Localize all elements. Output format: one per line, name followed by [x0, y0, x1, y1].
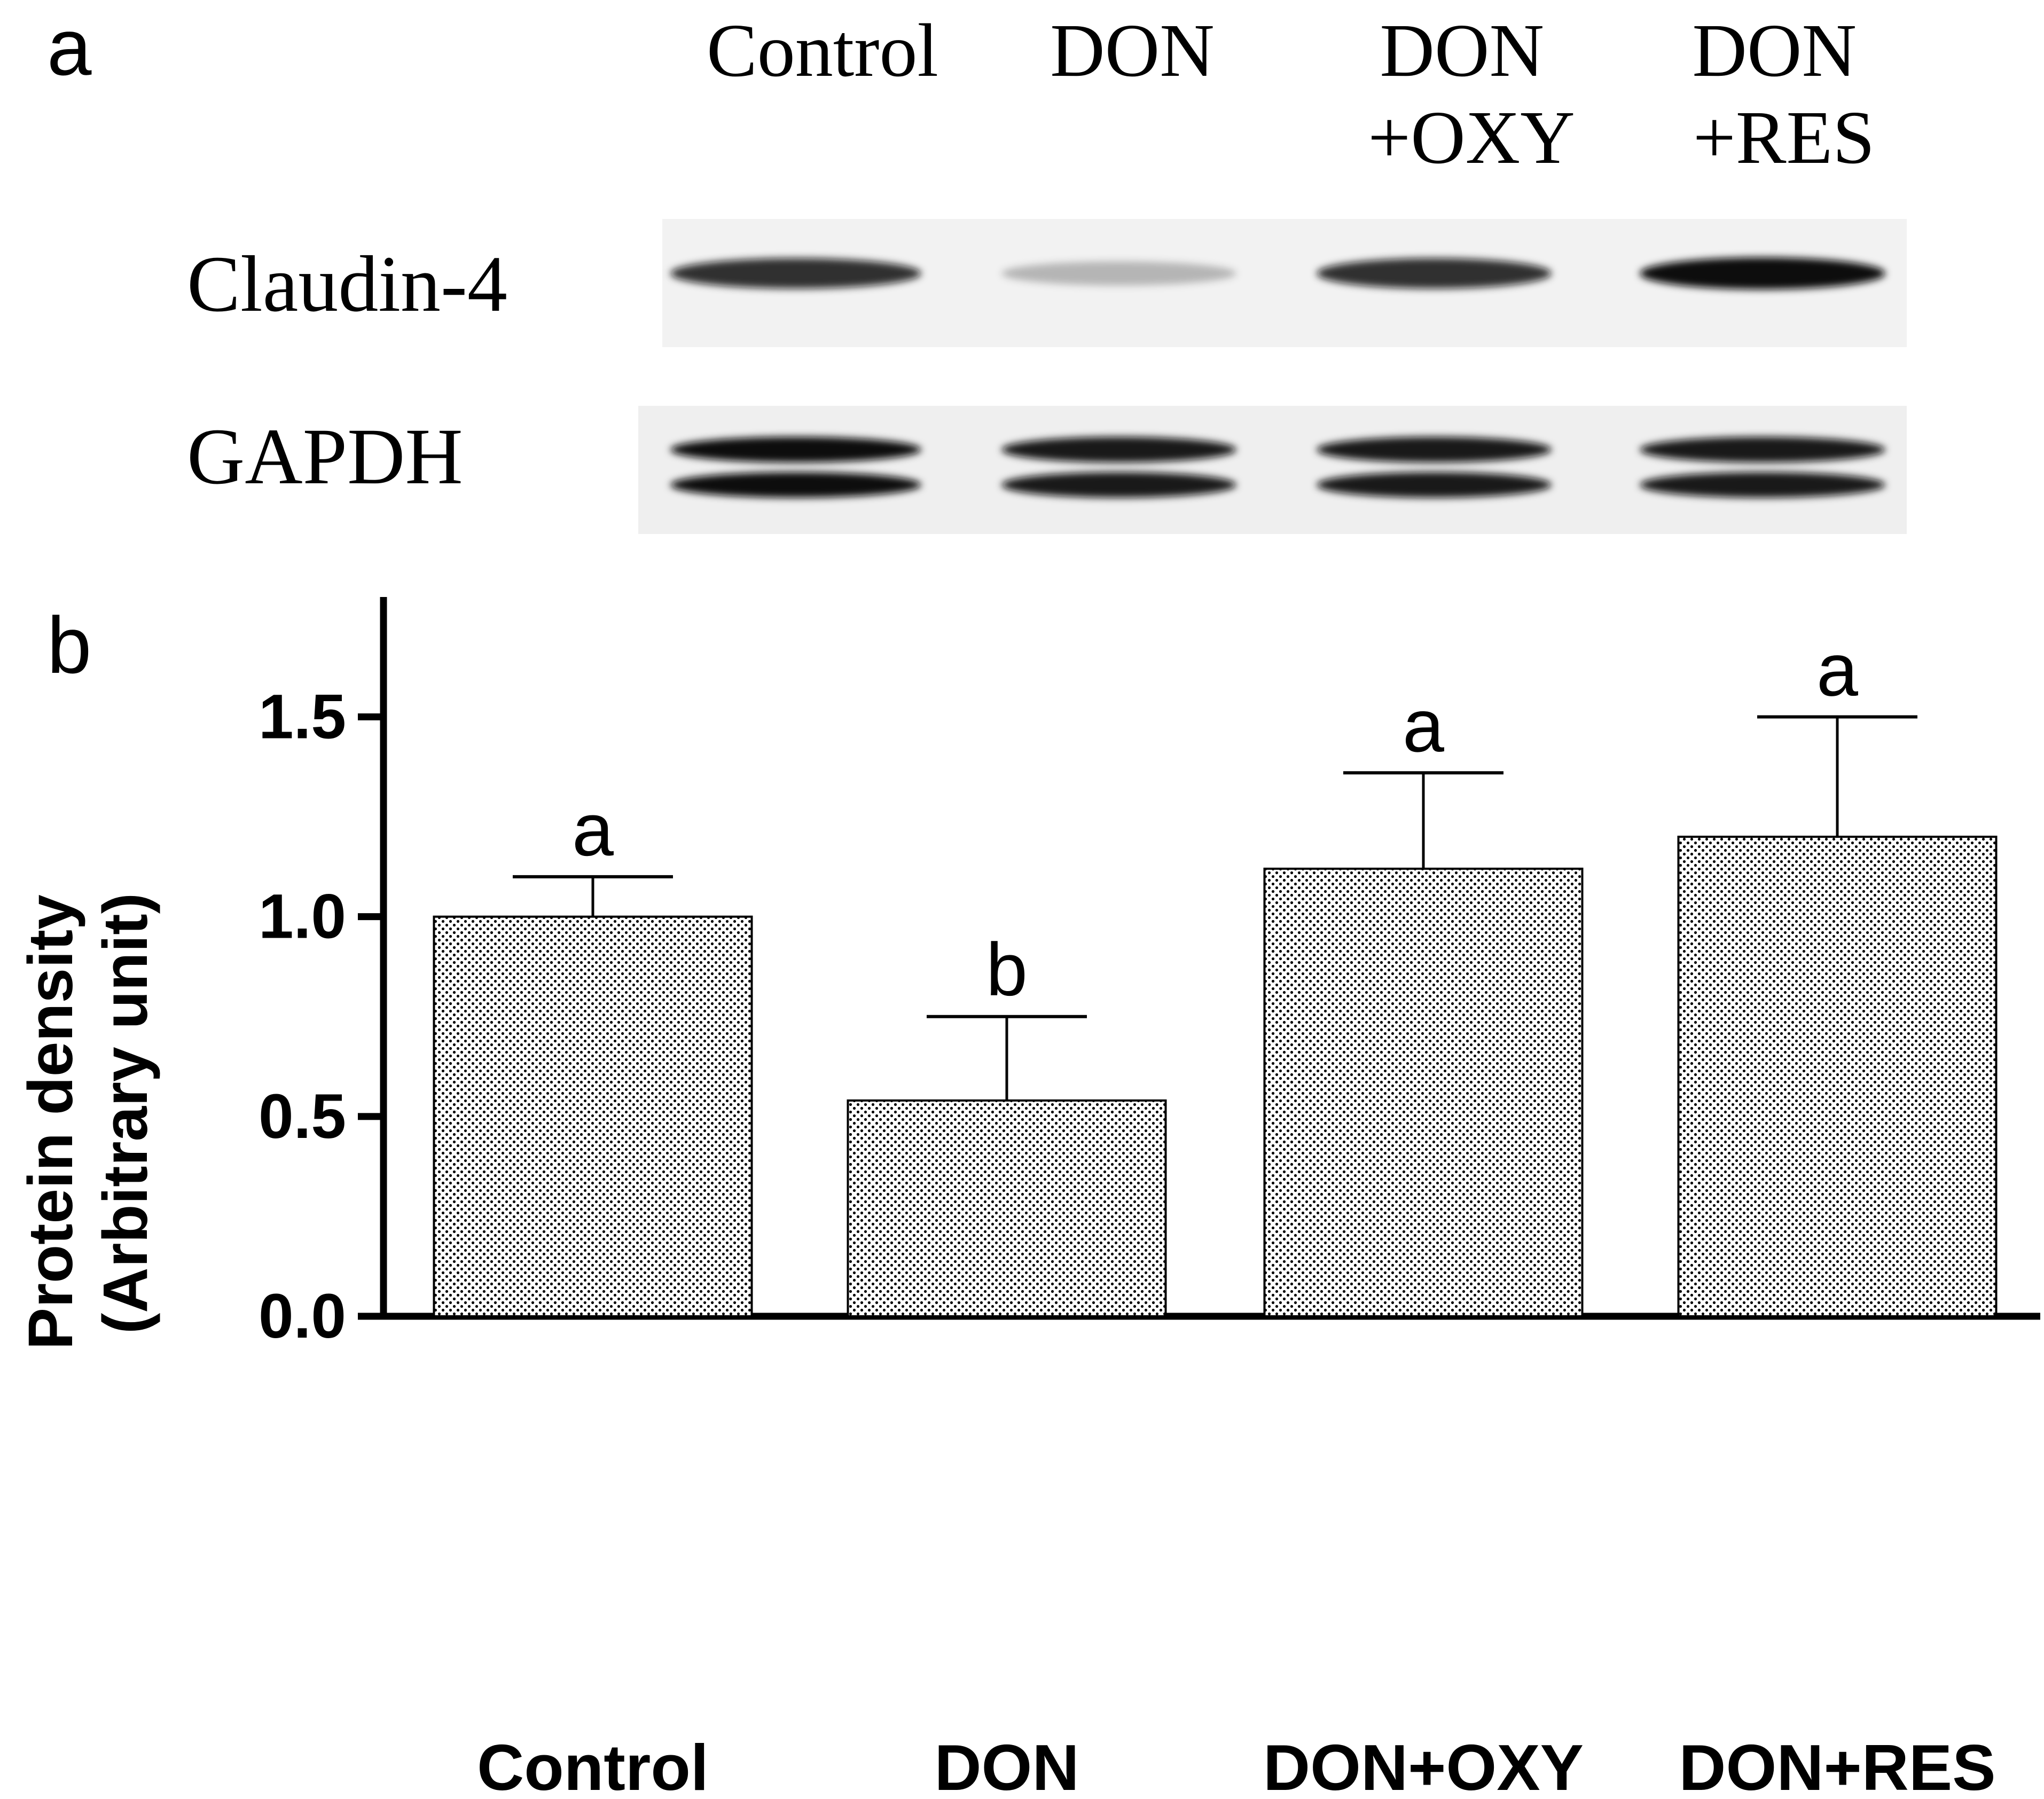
band-claudin-4-don — [1001, 261, 1236, 286]
row-label-gapdh: GAPDH — [187, 412, 463, 501]
lane-label-don-oxy: DON +OXY — [1368, 8, 1575, 179]
band-gapdh-control-2 — [670, 472, 921, 498]
x-tick-label-don: DON — [934, 1731, 1079, 1799]
band-gapdh-control-1 — [670, 437, 921, 462]
lane-label-don-res: DON +RES — [1692, 8, 1875, 179]
band-gapdh-don-oxy-1 — [1317, 437, 1552, 462]
panel-a: a Control DON DON +OXY DON +RES Claudin-… — [47, 2, 1907, 534]
blot-bands — [670, 257, 1885, 498]
lane-label-don-oxy-line2: +OXY — [1368, 95, 1575, 179]
bar-don-res — [1677, 836, 1998, 1317]
significance-letter-don-res: a — [1816, 628, 1858, 712]
significance-letter-control: a — [572, 788, 614, 871]
y-axis-title-line1: Protein density — [15, 894, 86, 1349]
lane-label-don-res-line1: DON — [1692, 8, 1857, 92]
panel-b: b Protein density (Arbitrary unit) 0.00.… — [15, 597, 2040, 1799]
lane-labels: Control DON DON +OXY DON +RES — [707, 8, 1875, 179]
lane-label-control-line1: Control — [707, 8, 938, 92]
bar-don — [847, 1099, 1167, 1317]
lane-label-don-line1: DON — [1050, 8, 1215, 92]
y-axis-title-line2: (Arbitrary unit) — [90, 893, 161, 1334]
band-claudin-4-don-res — [1640, 257, 1885, 289]
plot-area: 0.0 0.5 1.0 1.5 a Control b DON a DON+OXY a DON+RES — [259, 597, 2040, 1799]
lane-label-don-oxy-line1: DON — [1380, 8, 1544, 92]
panel-a-label: a — [47, 2, 92, 92]
panel-b-label: b — [47, 600, 91, 690]
significance-letter-don: b — [986, 928, 1028, 1011]
band-claudin-4-don-oxy — [1317, 258, 1552, 289]
band-gapdh-don-res-1 — [1640, 437, 1885, 462]
band-gapdh-don-res-2 — [1640, 472, 1885, 498]
band-gapdh-don-2 — [1001, 472, 1236, 498]
x-tick-label-don-res: DON+RES — [1679, 1731, 1995, 1799]
band-claudin-4-control — [670, 258, 921, 289]
lane-label-don-res-line2: +RES — [1693, 95, 1875, 179]
significance-letter-don-oxy: a — [1403, 684, 1444, 767]
bar-don-oxy — [1263, 867, 1584, 1318]
y-tick-label-0: 0.0 — [259, 1281, 346, 1352]
y-tick-label-1: 0.5 — [259, 1081, 346, 1152]
x-tick-label-control: Control — [477, 1731, 709, 1799]
y-tick-label-3: 1.5 — [259, 682, 346, 752]
row-label-claudin-4: Claudin-4 — [187, 240, 507, 328]
lane-label-control: Control — [707, 8, 938, 92]
band-gapdh-don-oxy-2 — [1317, 472, 1552, 498]
x-tick-label-don-oxy: DON+OXY — [1263, 1731, 1584, 1799]
bar-control — [433, 915, 753, 1317]
y-axis-title: Protein density (Arbitrary unit) — [15, 877, 161, 1349]
y-tick-label-2: 1.0 — [259, 882, 346, 952]
blot-strip-gapdh — [638, 406, 1907, 534]
band-gapdh-don-1 — [1001, 437, 1236, 462]
lane-label-don: DON — [1050, 8, 1215, 92]
